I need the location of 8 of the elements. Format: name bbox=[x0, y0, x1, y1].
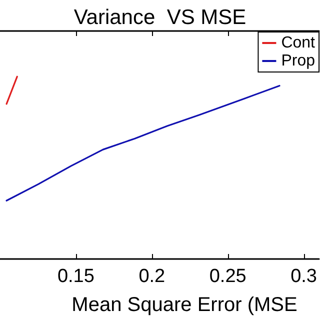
x-tick-label: 0.15 bbox=[57, 266, 94, 287]
x-tick-label: 0.25 bbox=[209, 266, 246, 287]
legend-label: Prop bbox=[281, 52, 316, 70]
x-tick-label: 0.2 bbox=[138, 266, 166, 287]
legend-label: Cont bbox=[281, 34, 316, 52]
x-tick-label: 0.3 bbox=[290, 266, 318, 287]
x-axis-title: Mean Square Error (MSE bbox=[72, 294, 298, 316]
chart-title: Variance VS MSE bbox=[74, 6, 246, 29]
